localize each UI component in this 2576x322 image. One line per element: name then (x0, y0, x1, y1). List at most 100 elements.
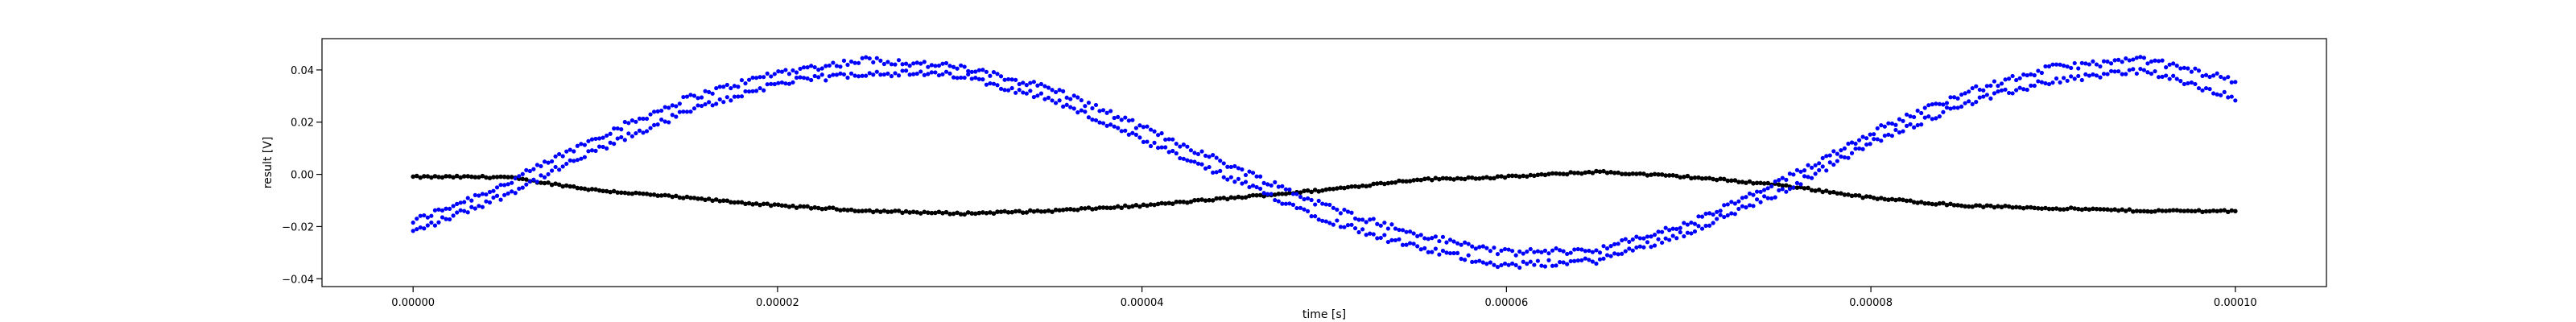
data-point-black (1272, 192, 1278, 197)
data-point-blue (1287, 187, 1292, 192)
data-point-blue (769, 81, 774, 86)
data-point-blue (1294, 205, 1299, 211)
data-point-black (1228, 195, 1234, 200)
data-point-blue (976, 68, 981, 72)
data-point-blue (1612, 242, 1617, 246)
data-point-black (1287, 190, 1292, 196)
data-point-blue (812, 64, 817, 70)
data-point-blue (2193, 81, 2198, 87)
data-point-black (815, 205, 821, 211)
data-point-blue (998, 74, 1004, 79)
data-point-black (2182, 208, 2187, 213)
data-point-blue (1506, 247, 1511, 252)
data-point-black (1926, 200, 1931, 206)
data-point-blue (539, 163, 543, 169)
data-point-blue (1784, 177, 1789, 182)
data-point-black (1823, 188, 1829, 193)
data-point-black (2046, 206, 2052, 212)
data-point-blue (1236, 176, 1241, 181)
data-point-blue (1385, 239, 1390, 245)
data-point-blue (651, 122, 657, 128)
data-point-black (776, 202, 781, 208)
data-point-black (812, 204, 817, 210)
data-point-blue (641, 116, 646, 122)
data-point-black (922, 209, 927, 215)
data-point-blue (1550, 263, 1555, 268)
data-point-blue (1699, 226, 1705, 231)
data-point-blue (494, 193, 500, 198)
data-point-blue (852, 73, 857, 78)
data-point-blue (1335, 207, 1340, 213)
data-point-blue (893, 62, 898, 67)
data-point-blue (1623, 249, 1628, 254)
data-point-blue (1853, 147, 1858, 151)
data-point-blue (1385, 226, 1390, 231)
data-point-black (1042, 208, 1047, 214)
data-point-blue (889, 62, 894, 67)
plot-area (321, 38, 2327, 287)
data-point-blue (535, 163, 540, 167)
data-point-blue (867, 56, 872, 61)
data-point-blue (988, 73, 993, 78)
data-point-blue (805, 65, 810, 70)
data-point-blue (1309, 197, 1314, 203)
data-point-blue (597, 144, 602, 149)
data-point-blue (1707, 223, 1712, 228)
data-point-blue (980, 68, 985, 72)
data-point-black (2134, 208, 2140, 213)
data-point-blue (2072, 76, 2077, 81)
data-point-blue (1035, 93, 1040, 98)
data-point-blue (626, 131, 631, 136)
data-point-blue (2105, 72, 2110, 76)
data-point-blue (1422, 236, 1427, 241)
data-point-blue (1473, 259, 1478, 264)
data-point-blue (1444, 250, 1449, 255)
data-point-blue (619, 127, 624, 132)
data-point-blue (681, 109, 686, 114)
data-point-blue (1604, 246, 1610, 251)
data-point-blue (867, 71, 872, 76)
y-tick-label: −0.04 (282, 274, 314, 286)
data-point-blue (1835, 151, 1839, 156)
data-point-blue (1075, 109, 1080, 115)
data-point-blue (1174, 141, 1179, 147)
data-point-blue (2006, 76, 2012, 81)
data-point-blue (1583, 256, 1587, 261)
data-point-blue (1225, 164, 1230, 169)
data-point-black (1554, 171, 1558, 176)
data-point-blue (1769, 196, 1774, 201)
data-point-blue (670, 103, 675, 108)
data-point-blue (498, 183, 503, 188)
data-point-black (425, 174, 431, 179)
data-point-blue (1042, 84, 1047, 89)
data-point-blue (1685, 230, 1690, 235)
data-point-black (1349, 184, 1354, 189)
data-point-blue (1791, 185, 1796, 190)
data-point-blue (2112, 69, 2117, 74)
data-point-blue (1955, 105, 1960, 110)
data-point-blue (1400, 228, 1406, 233)
data-point-blue (1912, 125, 1917, 130)
data-point-black (1024, 210, 1030, 215)
data-point-black (1210, 198, 1216, 203)
data-point-blue (1817, 167, 1822, 172)
data-point-black (2149, 209, 2154, 214)
data-point-blue (696, 96, 700, 101)
data-point-blue (1897, 117, 1902, 122)
data-point-blue (2101, 72, 2107, 76)
data-point-blue (1261, 191, 1266, 196)
data-point-black (553, 181, 558, 186)
data-point-black (2079, 207, 2085, 213)
data-point-black (801, 204, 807, 209)
data-point-blue (458, 200, 463, 205)
data-point-black (848, 207, 854, 213)
data-point-blue (1064, 95, 1069, 100)
data-point-black (1732, 178, 1738, 183)
data-point-blue (1521, 251, 1525, 256)
data-point-blue (995, 83, 1000, 88)
data-point-blue (1546, 251, 1551, 256)
data-point-blue (1470, 244, 1475, 249)
data-point-blue (1430, 250, 1435, 254)
data-point-blue (1327, 221, 1332, 225)
data-point-blue (2189, 69, 2194, 74)
